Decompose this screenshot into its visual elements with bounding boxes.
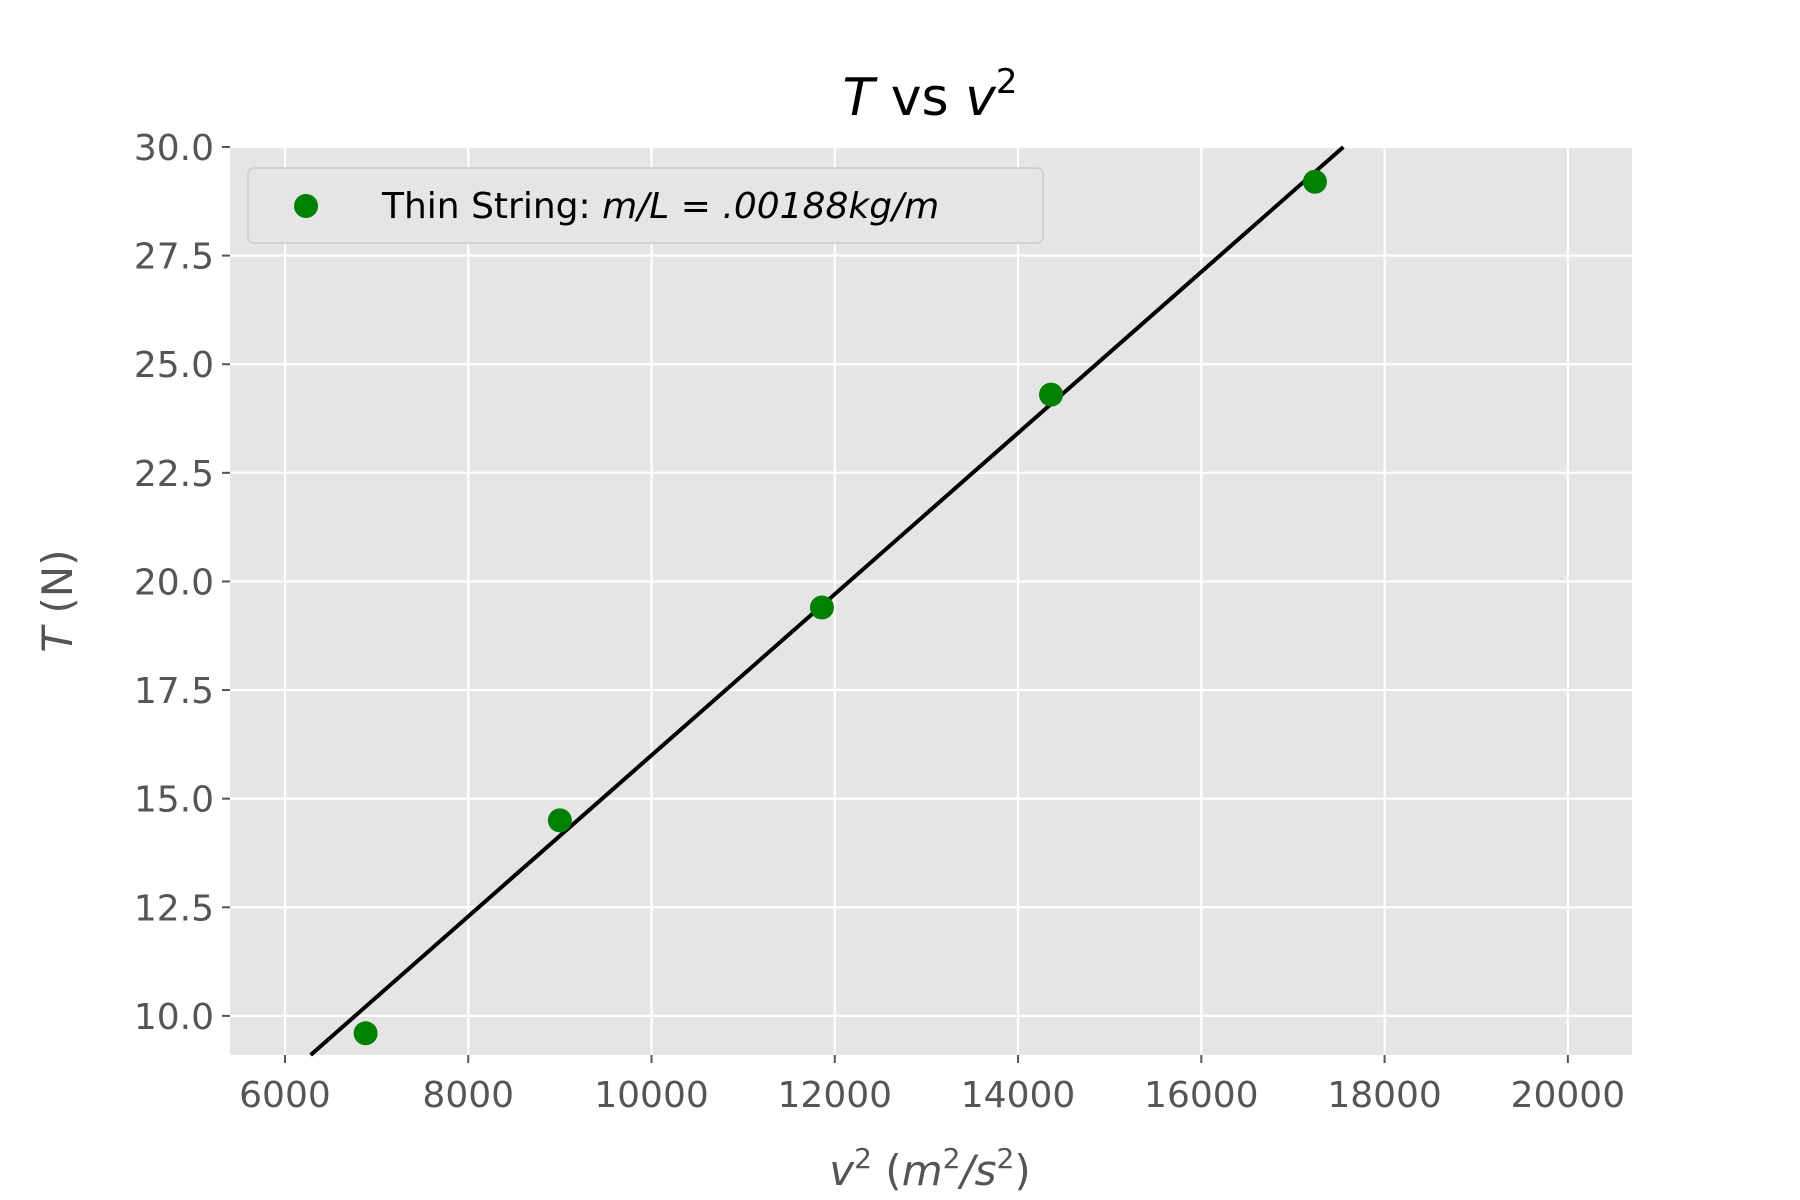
chart-title: T vs v2 (842, 62, 1017, 128)
grid (230, 145, 1632, 1055)
x-tick-label: 6000 (239, 1075, 331, 1116)
y-tick-label: 10.0 (134, 997, 214, 1038)
y-tick-label: 27.5 (134, 237, 214, 278)
x-tick-label: 12000 (778, 1075, 893, 1116)
y-tick-label: 30.0 (134, 128, 214, 169)
data-point (1039, 382, 1064, 407)
y-axis-ticks: 10.0 12.5 15.0 17.5 20.0 22.5 25.0 27.5 30.0 (134, 128, 230, 1038)
legend: Thin String: m/L = .00188kg/m (247, 167, 1044, 244)
plot-area (230, 147, 1632, 1055)
y-tick-label: 25.0 (134, 345, 214, 386)
y-tick-label: 17.5 (134, 671, 214, 712)
y-tick-label: 22.5 (134, 454, 214, 495)
x-tick-label: 18000 (1327, 1075, 1442, 1116)
legend-label: Thin String: m/L = .00188kg/m (381, 186, 939, 227)
data-points (353, 169, 1327, 1046)
x-tick-label: 20000 (1511, 1075, 1626, 1116)
x-axis-ticks: 6000 8000 10000 12000 14000 16000 18000 20000 (239, 1055, 1625, 1116)
data-point (1302, 169, 1327, 194)
x-tick-label: 8000 (422, 1075, 514, 1116)
x-tick-label: 14000 (961, 1075, 1076, 1116)
legend-marker (294, 194, 318, 218)
data-point (809, 595, 834, 620)
y-tick-label: 15.0 (134, 780, 214, 821)
x-tick-label: 10000 (594, 1075, 709, 1116)
y-axis-label: T (N) (33, 549, 82, 652)
y-tick-label: 12.5 (134, 888, 214, 929)
y-tick-label: 20.0 (134, 562, 214, 603)
x-axis-label: v2 (m2/s2) (829, 1142, 1030, 1195)
data-point (353, 1021, 378, 1046)
data-point (547, 808, 572, 833)
legend-box (247, 167, 1044, 244)
x-tick-label: 16000 (1144, 1075, 1259, 1116)
